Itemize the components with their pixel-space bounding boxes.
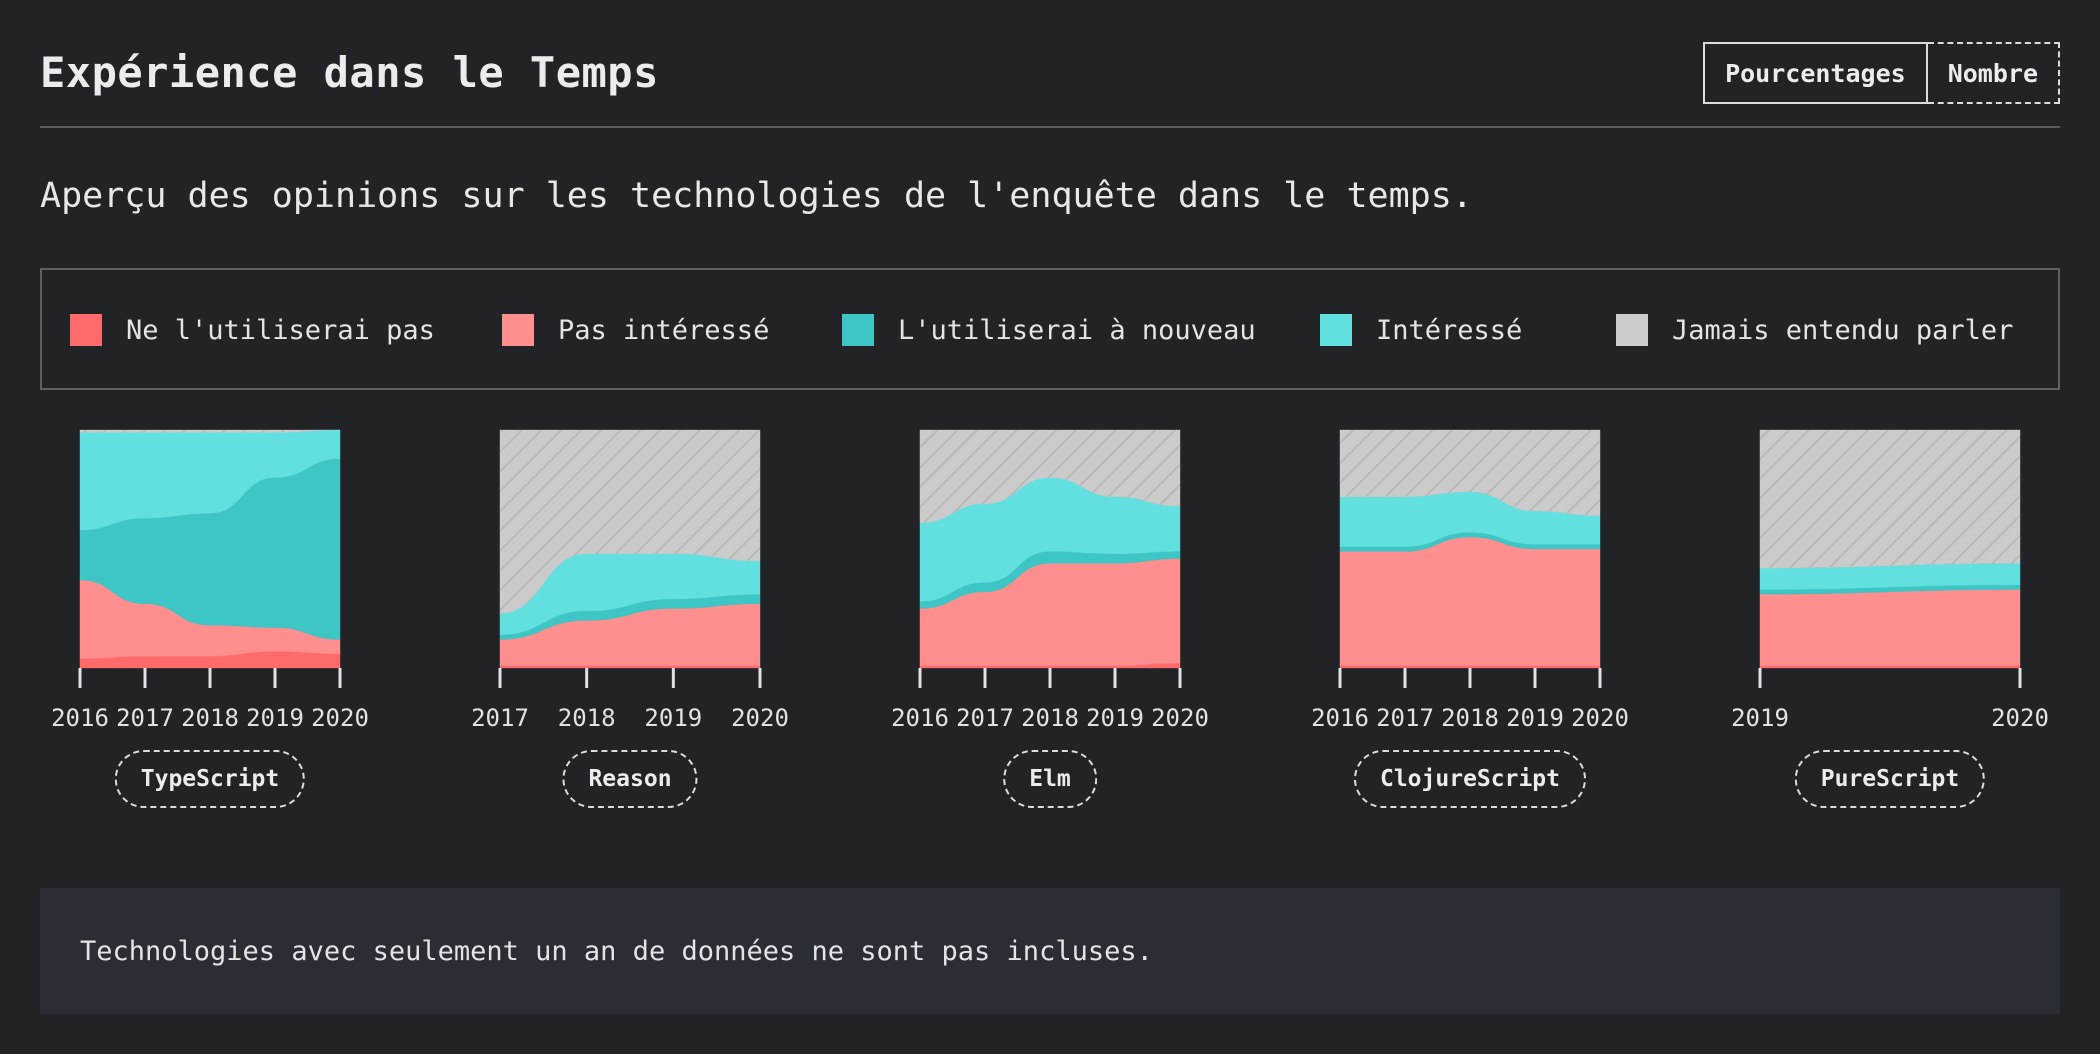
legend-label: Intéressé xyxy=(1376,314,1523,346)
x-tick-label: 2016 xyxy=(891,704,949,732)
page-header: Expérience dans le Temps Pourcentages No… xyxy=(40,40,2060,128)
tech-label-typescript[interactable]: TypeScript xyxy=(114,750,306,808)
area-never-heard[interactable] xyxy=(499,429,761,614)
area-never-heard[interactable] xyxy=(919,429,1181,524)
legend-item-not-interested[interactable]: Pas intéressé xyxy=(502,312,769,348)
footnote-text: Technologies avec seulement un an de don… xyxy=(80,935,1153,967)
legend-swatch xyxy=(1616,314,1648,346)
chart-reason: 2017 2018 2019 2020 xyxy=(471,429,789,732)
chart-typescript: 2016 2017 2018 2019 2020 xyxy=(51,429,369,732)
x-tick-label: 2017 xyxy=(471,704,529,732)
chart-legend: Ne l'utiliserai pas Pas intéressé L'util… xyxy=(40,268,2060,390)
tech-label-clojurescript[interactable]: ClojureScript xyxy=(1353,750,1587,808)
legend-label: Jamais entendu parler xyxy=(1672,314,2014,346)
legend-item-would-not-use[interactable]: Ne l'utiliserai pas xyxy=(70,312,435,348)
area-not-interested[interactable] xyxy=(1759,589,2021,666)
legend-item-interested[interactable]: Intéressé xyxy=(1320,312,1522,348)
x-tick-label: 2018 xyxy=(1021,704,1079,732)
unit-toggle: Pourcentages Nombre xyxy=(1703,42,2060,104)
area-would-not-use[interactable] xyxy=(1759,665,2021,669)
area-not-interested[interactable] xyxy=(1339,536,1601,666)
x-tick-label: 2016 xyxy=(1311,704,1369,732)
legend-item-would-use[interactable]: L'utiliserai à nouveau xyxy=(842,312,1256,348)
x-tick-label: 2017 xyxy=(116,704,174,732)
chart-purescript: 2019 2020 xyxy=(1731,429,2049,732)
chart-elm: 2016 2017 2018 2019 2020 xyxy=(891,429,1209,732)
legend-swatch xyxy=(502,314,534,346)
x-tick-label: 2016 xyxy=(51,704,109,732)
legend-label: L'utiliserai à nouveau xyxy=(898,314,1256,346)
x-tick-label: 2019 xyxy=(1086,704,1144,732)
tech-label-reason[interactable]: Reason xyxy=(562,750,698,808)
page-subtitle: Aperçu des opinions sur les technologies… xyxy=(40,176,1473,216)
x-tick-label: 2017 xyxy=(956,704,1014,732)
tech-label-purescript[interactable]: PureScript xyxy=(1794,750,1986,808)
chart-clojurescript: 2016 2017 2018 2019 2020 xyxy=(1311,429,1629,732)
x-tick-label: 2019 xyxy=(1731,704,1789,732)
area-would-not-use[interactable] xyxy=(1339,665,1601,669)
area-never-heard[interactable] xyxy=(1759,429,2021,569)
x-tick-label: 2019 xyxy=(644,704,702,732)
legend-swatch xyxy=(70,314,102,346)
page-title: Expérience dans le Temps xyxy=(40,48,659,97)
area-would-not-use[interactable] xyxy=(499,665,761,669)
x-tick-label: 2019 xyxy=(1506,704,1564,732)
area-never-heard[interactable] xyxy=(1339,429,1601,516)
area-never-heard[interactable] xyxy=(79,429,341,433)
stream-charts: 2016 2017 2018 2019 2020 2017 2018 2019 2020 2016… xyxy=(51,429,2049,732)
legend-item-never-heard[interactable]: Jamais entendu parler xyxy=(1616,312,2013,348)
x-tick-label: 2019 xyxy=(246,704,304,732)
x-tick-label: 2020 xyxy=(731,704,789,732)
x-tick-label: 2018 xyxy=(1441,704,1499,732)
x-tick-label: 2017 xyxy=(1376,704,1434,732)
percentages-button[interactable]: Pourcentages xyxy=(1703,42,1928,104)
tech-label-elm[interactable]: Elm xyxy=(1003,750,1097,808)
legend-label: Ne l'utiliserai pas xyxy=(126,314,435,346)
x-tick-label: 2018 xyxy=(558,704,616,732)
x-tick-label: 2020 xyxy=(1151,704,1209,732)
x-tick-label: 2020 xyxy=(1991,704,2049,732)
legend-swatch xyxy=(842,314,874,346)
count-button[interactable]: Nombre xyxy=(1927,42,2060,104)
x-tick-label: 2018 xyxy=(181,704,239,732)
x-tick-label: 2020 xyxy=(311,704,369,732)
footnote-box: Technologies avec seulement un an de don… xyxy=(40,888,2060,1014)
x-tick-label: 2020 xyxy=(1571,704,1629,732)
legend-label: Pas intéressé xyxy=(558,314,770,346)
legend-swatch xyxy=(1320,314,1352,346)
